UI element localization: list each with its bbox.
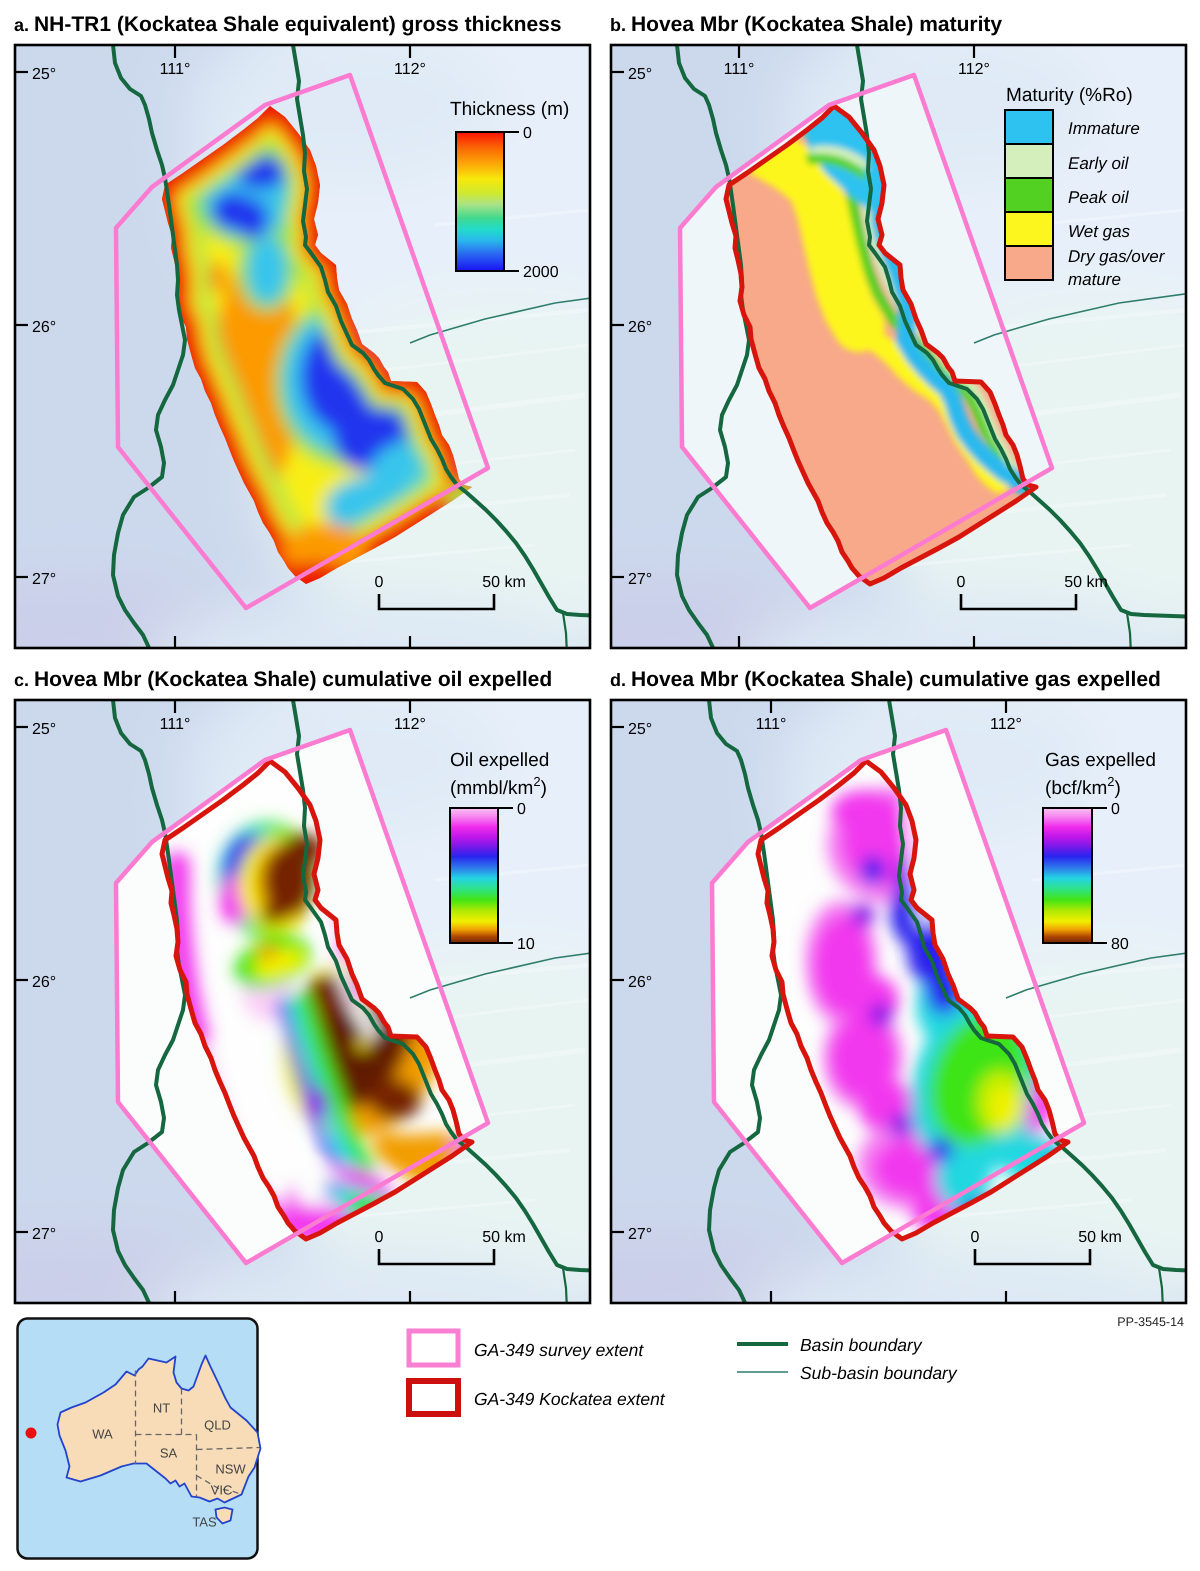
- svg-text:PP-3545-14: PP-3545-14: [1117, 1315, 1184, 1329]
- svg-text:QLD: QLD: [204, 1418, 231, 1433]
- svg-text:Peak oil: Peak oil: [1068, 188, 1130, 207]
- svg-text:10: 10: [517, 936, 535, 953]
- svg-text:GA-349 Kockatea extent: GA-349 Kockatea extent: [474, 1389, 666, 1409]
- svg-text:0: 0: [1111, 801, 1120, 818]
- svg-text:Dry gas/over: Dry gas/over: [1068, 247, 1166, 266]
- svg-text:80: 80: [1111, 936, 1129, 953]
- svg-text:(mmbl/km2): (mmbl/km2): [450, 774, 547, 799]
- svg-text:(bcf/km2): (bcf/km2): [1045, 774, 1121, 799]
- svg-text:GA-349 survey extent: GA-349 survey extent: [474, 1340, 644, 1360]
- svg-text:TAS: TAS: [192, 1515, 217, 1530]
- svg-text:Oil expelled: Oil expelled: [450, 750, 549, 771]
- svg-text:a. NH-TR1 (Kockatea Shale equi: a. NH-TR1 (Kockatea Shale equivalent) gr…: [14, 13, 562, 36]
- svg-text:2000: 2000: [523, 264, 559, 281]
- svg-text:Maturity (%Ro): Maturity (%Ro): [1006, 85, 1133, 106]
- svg-text:Immature: Immature: [1068, 119, 1140, 138]
- svg-text:d. Hovea Mbr (Kockatea Shale): d. Hovea Mbr (Kockatea Shale) cumulative…: [610, 668, 1161, 691]
- svg-text:c. Hovea Mbr (Kockatea Shale): c. Hovea Mbr (Kockatea Shale) cumulative…: [14, 668, 552, 691]
- svg-text:Gas expelled: Gas expelled: [1045, 750, 1156, 771]
- svg-text:0: 0: [517, 801, 526, 818]
- svg-text:Basin boundary: Basin boundary: [800, 1335, 923, 1355]
- svg-text:b. Hovea Mbr (Kockatea Shale): b. Hovea Mbr (Kockatea Shale) maturity: [610, 13, 1002, 36]
- svg-text:Early oil: Early oil: [1068, 154, 1130, 173]
- svg-text:mature: mature: [1068, 270, 1121, 289]
- svg-text:NT: NT: [153, 1401, 170, 1416]
- svg-text:0: 0: [523, 125, 532, 142]
- svg-text:Sub-basin boundary: Sub-basin boundary: [800, 1363, 958, 1383]
- svg-text:Thickness (m): Thickness (m): [450, 99, 569, 120]
- svg-text:Wet gas: Wet gas: [1068, 222, 1131, 241]
- svg-text:WA: WA: [92, 1427, 113, 1442]
- svg-text:VIC: VIC: [211, 1483, 233, 1498]
- svg-text:SA: SA: [160, 1446, 178, 1461]
- svg-text:NSW: NSW: [215, 1462, 246, 1477]
